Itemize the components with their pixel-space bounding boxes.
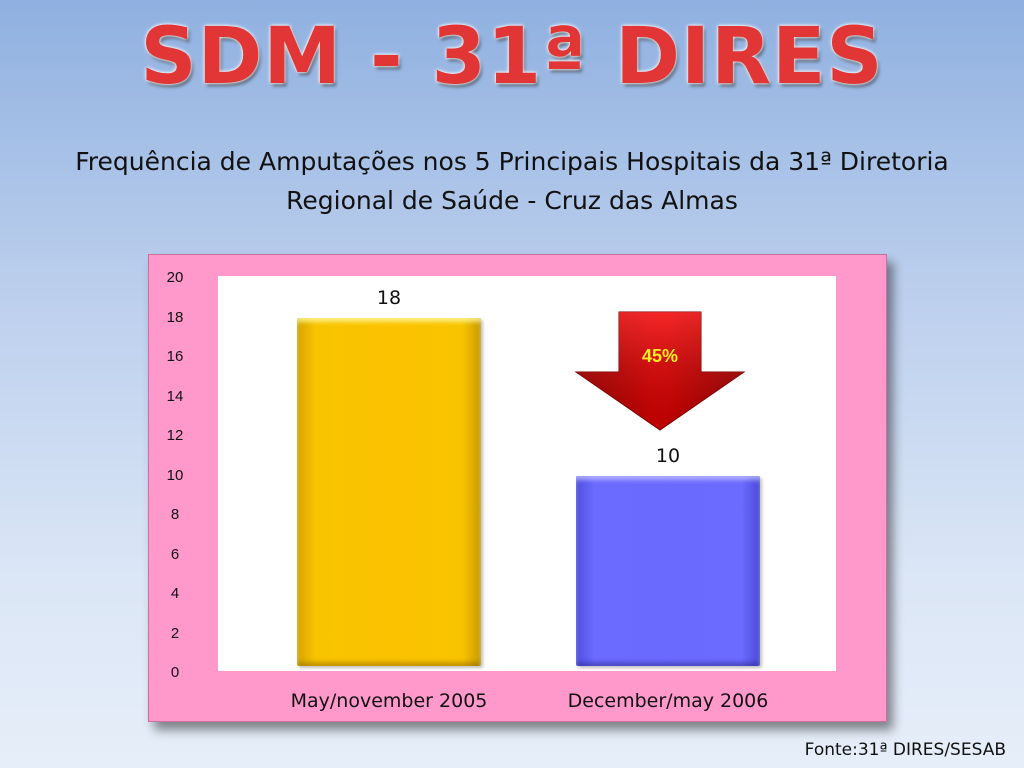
data-label: 18 [376,286,402,309]
y-tick-label: 12 [166,427,184,444]
slide-title: SDM - 31ª DIRES [140,12,884,102]
reduction-percentage: 45% [641,346,679,366]
y-tick-label: 6 [170,545,180,563]
source-note: Fonte:31ª DIRES/SESAB [804,740,1006,760]
y-tick-label: 20 [166,269,184,286]
y-tick-label: 10 [166,466,184,484]
y-tick-label: 8 [170,506,180,523]
chart-subtitle: Frequência de Amputações nos 5 Principai… [75,147,949,215]
y-tick-label: 2 [170,624,180,642]
bar [297,317,481,666]
data-label: 10 [655,444,681,467]
category-label: December/may 2006 [567,690,769,712]
category-label: May/november 2005 [290,690,488,712]
y-tick-label: 14 [166,387,184,405]
y-tick-label: 16 [166,348,184,365]
bar [576,475,760,666]
y-tick-label: 4 [170,585,180,602]
y-tick-label: 0 [170,664,180,681]
y-tick-label: 18 [166,308,184,326]
down-arrow-icon [574,311,746,431]
